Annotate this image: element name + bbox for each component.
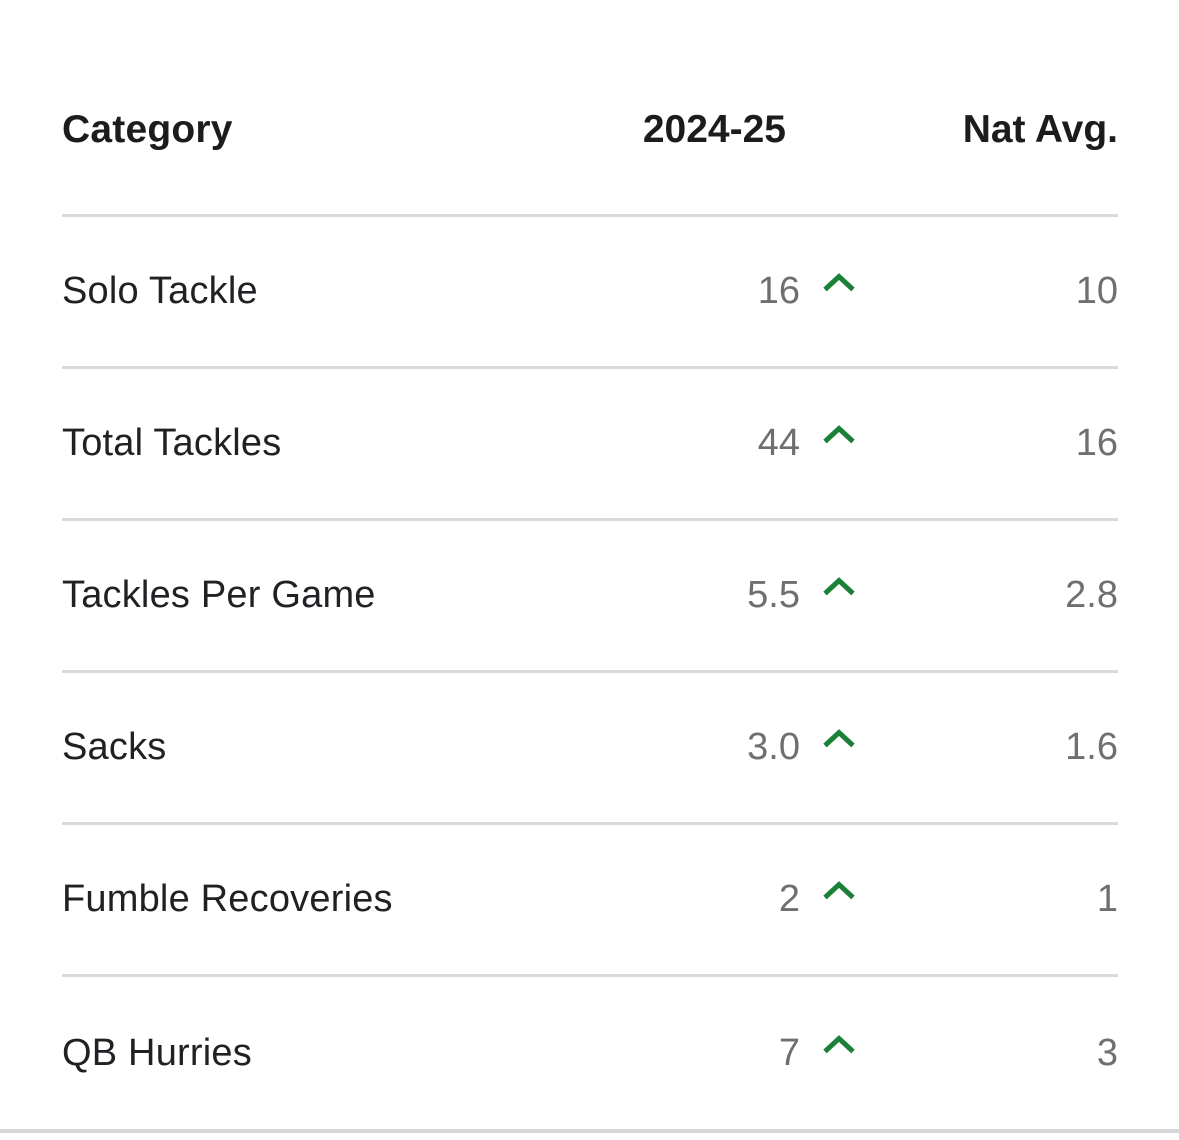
trend-up-chevron-icon — [800, 577, 856, 596]
bottom-divider — [0, 1129, 1179, 1133]
table-row: Sacks 3.0 1.6 — [62, 673, 1118, 825]
season-value: 2 — [778, 878, 800, 920]
season-value: 44 — [757, 422, 800, 464]
trend-up-chevron-icon — [800, 729, 856, 748]
category-label: Total Tackles — [62, 422, 282, 464]
nat-avg-value: 1 — [1096, 878, 1118, 920]
category-label: Solo Tackle — [62, 270, 258, 312]
table-row: Solo Tackle 16 10 — [62, 217, 1118, 369]
category-label: Sacks — [62, 726, 167, 768]
category-label: QB Hurries — [62, 1031, 252, 1074]
trend-up-chevron-icon — [800, 425, 856, 444]
table-row: Fumble Recoveries 2 1 — [62, 825, 1118, 977]
nat-avg-value: 16 — [1075, 422, 1118, 464]
table-row: QB Hurries 7 3 — [62, 977, 1118, 1129]
table-row: Tackles Per Game 5.5 2.8 — [62, 521, 1118, 673]
header-category: Category — [62, 108, 233, 151]
nat-avg-value: 1.6 — [1065, 726, 1118, 768]
table-row: Total Tackles 44 16 — [62, 369, 1118, 521]
header-nat-avg: Nat Avg. — [962, 108, 1118, 151]
nat-avg-value: 10 — [1075, 270, 1118, 312]
table-header-row: Category 2024-25 Nat Avg. — [62, 0, 1118, 217]
trend-up-chevron-icon — [800, 1034, 856, 1054]
season-value: 7 — [778, 1031, 800, 1074]
season-value: 16 — [757, 270, 800, 312]
trend-up-chevron-icon — [800, 273, 856, 292]
season-value: 3.0 — [747, 726, 800, 768]
category-label: Tackles Per Game — [62, 574, 376, 616]
trend-up-chevron-icon — [800, 881, 856, 900]
nat-avg-value: 2.8 — [1065, 574, 1118, 616]
header-season: 2024-25 — [642, 108, 786, 151]
category-label: Fumble Recoveries — [62, 878, 393, 920]
season-value: 5.5 — [747, 574, 800, 616]
nat-avg-value: 3 — [1096, 1031, 1118, 1074]
